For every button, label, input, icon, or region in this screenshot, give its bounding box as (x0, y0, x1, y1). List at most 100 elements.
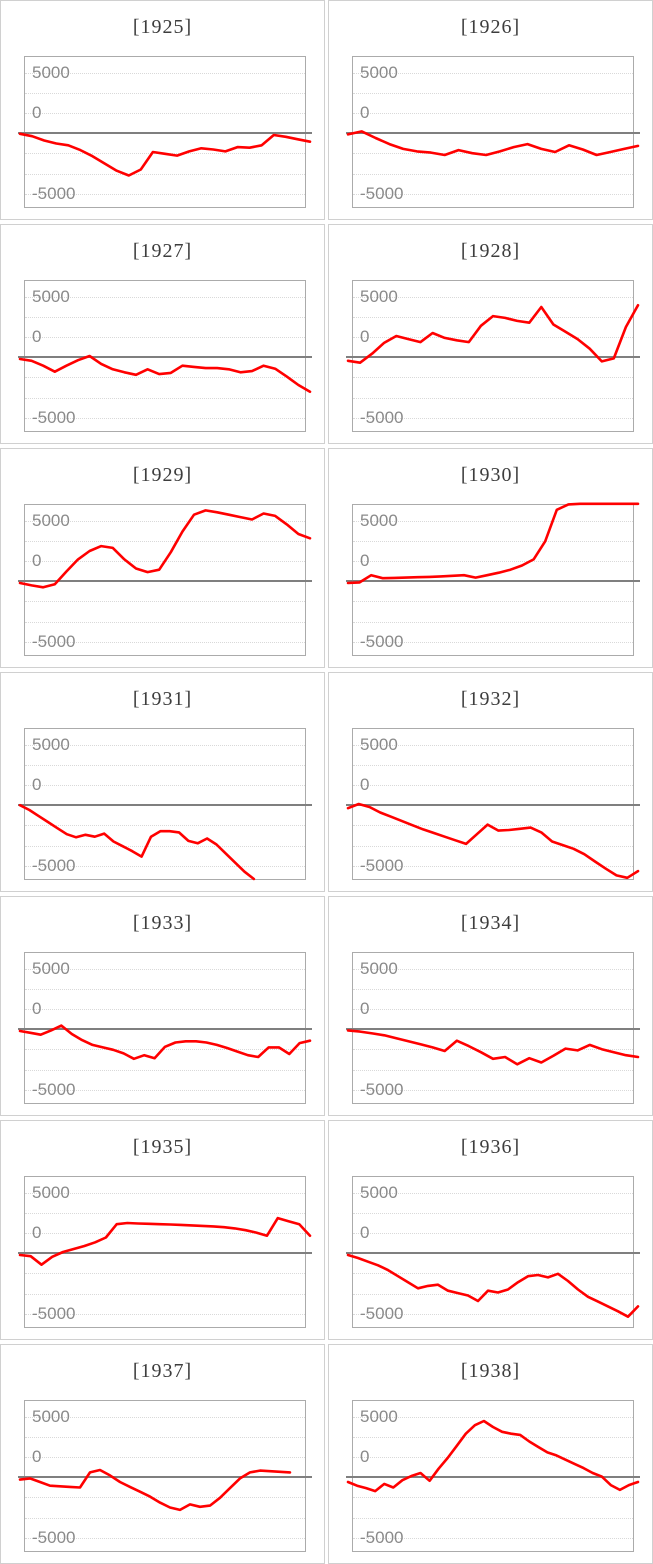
gridline (25, 825, 305, 827)
zero-axis-line (346, 580, 640, 583)
gridline (353, 113, 633, 114)
gridline (25, 1416, 305, 1418)
plot-area: 5000 0 -5000 (18, 728, 312, 881)
y-axis-tick-label: -5000 (360, 631, 404, 651)
plot-area: 5000 0 -5000 (18, 1176, 312, 1328)
gridline (25, 113, 305, 114)
series-line-svg (18, 354, 312, 393)
y-axis-tick-label: -5000 (32, 1527, 76, 1547)
gridline (353, 1049, 633, 1051)
zero-axis-line (18, 132, 312, 135)
zero-axis-line (346, 1476, 640, 1479)
y-axis-tick-label: 0 (360, 775, 370, 794)
y-axis-tick-label: 0 (360, 103, 370, 122)
gridline (353, 785, 633, 786)
gridline (25, 1009, 305, 1010)
gridline (353, 1537, 633, 1539)
chart-panel: [1930] 5000 0 -5000 (328, 448, 653, 668)
y-axis-tick-label: -5000 (32, 855, 76, 875)
y-axis-tick-label: -5000 (360, 855, 404, 875)
series-line-svg (346, 303, 640, 364)
gridline (353, 1233, 633, 1234)
gridline (25, 72, 305, 74)
gridline (353, 1009, 633, 1010)
gridline (353, 601, 633, 603)
gridline (25, 968, 305, 970)
y-axis-tick-label: -5000 (32, 1303, 76, 1323)
red-series-line (18, 1024, 312, 1061)
gridline (25, 621, 305, 623)
y-axis-tick-label: 5000 (32, 734, 70, 754)
series-line-svg (346, 1253, 640, 1318)
gridline (25, 1069, 305, 1071)
zero-axis-line (346, 132, 640, 135)
chart-panel: [1932] 5000 0 -5000 (328, 672, 653, 892)
y-axis-tick-label: 0 (32, 775, 42, 794)
y-axis-tick-label: -5000 (360, 183, 404, 203)
gridline (353, 173, 633, 175)
red-series-line (346, 1029, 640, 1066)
y-axis-tick-label: -5000 (360, 1303, 404, 1323)
series-line-svg (18, 509, 312, 589)
y-axis-tick-label: 0 (360, 551, 370, 570)
gridline (353, 72, 633, 74)
chart-panel: [1934] 5000 0 -5000 (328, 896, 653, 1116)
gridline (25, 397, 305, 399)
plot-area: 5000 0 -5000 (346, 952, 640, 1104)
gridline (353, 764, 633, 766)
plot-area: 5000 0 -5000 (346, 502, 640, 656)
plot-area: 5000 0 -5000 (346, 1176, 640, 1328)
plot-area: 5000 0 -5000 (18, 56, 312, 208)
gridline (353, 825, 633, 827)
chart-panel: [1938] 5000 0 -5000 (328, 1344, 653, 1564)
y-axis-tick-label: 0 (32, 999, 42, 1018)
gridline (25, 641, 305, 643)
y-axis-tick-label: -5000 (360, 1527, 404, 1547)
red-series-line (346, 1253, 640, 1318)
gridline (353, 417, 633, 419)
gridline (25, 1517, 305, 1519)
chart-title: [1928] (460, 240, 521, 262)
chart-panel: [1931] 5000 0 -5000 (0, 672, 325, 892)
gridline (25, 744, 305, 746)
series-line-svg (346, 1419, 640, 1493)
y-axis-tick-label: -5000 (32, 407, 76, 427)
zero-axis-line (346, 1252, 640, 1255)
y-axis-tick-label: 5000 (32, 510, 70, 530)
zero-axis-line (346, 356, 640, 359)
y-axis-tick-label: 5000 (360, 1182, 398, 1202)
gridline (25, 540, 305, 542)
y-axis-tick-label: 0 (360, 327, 370, 346)
plot-area: 5000 0 -5000 (18, 952, 312, 1104)
y-axis-tick-label: 5000 (360, 1406, 398, 1426)
gridline (353, 397, 633, 399)
gridline (353, 744, 633, 746)
gridline (353, 1436, 633, 1438)
chart-title: [1927] (132, 240, 193, 262)
gridline (353, 1457, 633, 1458)
gridline (25, 1293, 305, 1295)
gridline (25, 1089, 305, 1091)
zero-axis-line (18, 804, 312, 807)
y-axis-tick-label: -5000 (32, 1079, 76, 1099)
series-line-svg (346, 802, 640, 880)
red-series-line (346, 1419, 640, 1493)
gridline (25, 764, 305, 766)
series-line-svg (346, 1029, 640, 1066)
y-axis-tick-label: 5000 (32, 1406, 70, 1426)
chart-panel: [1937] 5000 0 -5000 (0, 1344, 325, 1564)
gridline (353, 561, 633, 562)
gridline (25, 1049, 305, 1051)
gridline (353, 865, 633, 867)
gridline (353, 296, 633, 298)
zero-axis-line (18, 1028, 312, 1031)
chart-panel: [1935] 5000 0 -5000 (0, 1120, 325, 1340)
y-axis-tick-label: 0 (32, 551, 42, 570)
y-axis-tick-label: 0 (360, 1447, 370, 1466)
gridline (25, 1497, 305, 1499)
red-series-line (346, 130, 640, 157)
gridline (25, 1233, 305, 1234)
y-axis-tick-label: -5000 (360, 1079, 404, 1099)
gridline (25, 1212, 305, 1214)
